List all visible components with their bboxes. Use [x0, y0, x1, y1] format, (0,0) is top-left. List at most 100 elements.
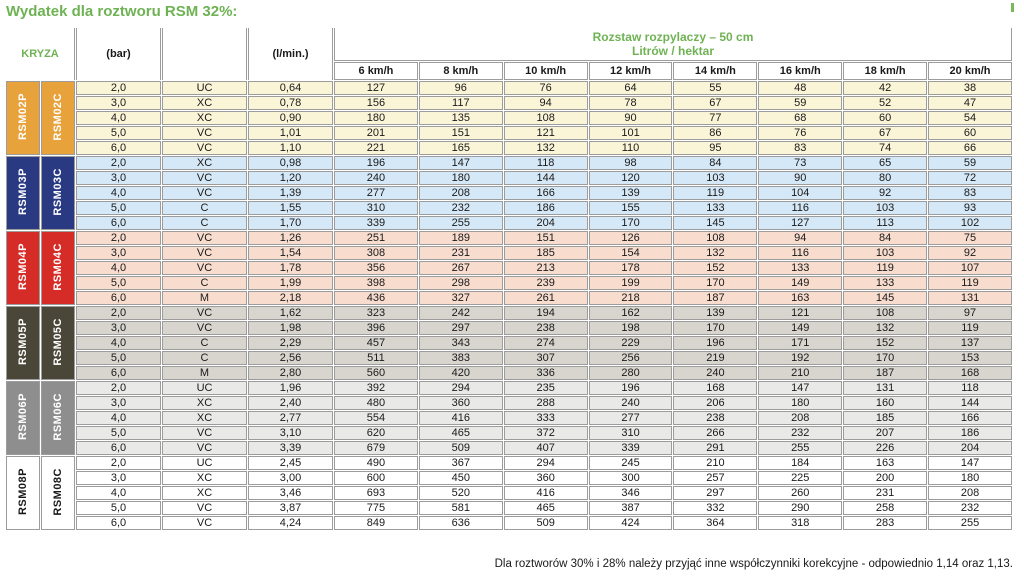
group-label-p: RSM02P [6, 81, 40, 155]
cell-value: 42 [843, 81, 928, 95]
group-label-p: RSM08P [6, 456, 40, 530]
cell-lmin: 3,10 [248, 426, 334, 440]
group-label-p: RSM06P [6, 381, 40, 455]
cell-lmin: 2,40 [248, 396, 334, 410]
cell-value: 261 [503, 291, 588, 305]
cell-nozzle-type: VC [162, 501, 248, 515]
cell-value: 318 [758, 516, 843, 530]
cell-value: 78 [588, 96, 673, 110]
cell-value: 47 [928, 96, 1012, 110]
table-row: RSM02P RSM02C 2,0 UC 0,64 127 96 76 64 55 48 42 38 [6, 81, 1012, 155]
cell-value: 108 [843, 306, 928, 320]
cell-lmin: 0,90 [248, 111, 334, 125]
cell-value: 55 [673, 81, 758, 95]
cell-value: 133 [843, 276, 928, 290]
table-row: 3,0 XC 3,00 600 450 360 300 257 225 200 180 [6, 471, 1012, 485]
cell-value: 77 [673, 111, 758, 125]
cell-value: 163 [758, 291, 843, 305]
cell-value: 153 [928, 351, 1012, 365]
cell-lmin: 2,45 [248, 456, 334, 470]
cell-value: 104 [758, 186, 843, 200]
table-row: 3,0 VC 1,98 396 297 238 198 170 149 132 119 [6, 321, 1012, 335]
table-row: 6,0 C 1,70 339 255 204 170 145 127 113 102 [6, 216, 1012, 230]
cell-value: 383 [418, 351, 503, 365]
table-row: 5,0 C 1,55 310 232 186 155 133 116 103 93 [6, 201, 1012, 215]
cell-value: 199 [588, 276, 673, 290]
table-row: 6,0 VC 3,39 679 509 407 339 291 255 226 204 [6, 441, 1012, 455]
cell-bar: 5,0 [76, 351, 162, 365]
cell-nozzle-type: VC [162, 186, 248, 200]
cell-value: 511 [334, 351, 418, 365]
cell-value: 424 [588, 516, 673, 530]
cell-bar: 2,0 [76, 456, 162, 470]
cell-lmin: 1,70 [248, 216, 334, 230]
cell-value: 372 [503, 426, 588, 440]
group-label-c: RSM08C [41, 456, 76, 530]
cell-value: 86 [673, 126, 758, 140]
cell-lmin: 1,96 [248, 381, 334, 395]
page-title: Wydatek dla roztworu RSM 32%: [6, 3, 238, 20]
cell-value: 196 [673, 336, 758, 350]
cell-value: 163 [843, 456, 928, 470]
table-row: 5,0 VC 3,87 775 581 465 387 332 290 258 232 [6, 501, 1012, 515]
cell-bar: 3,0 [76, 321, 162, 335]
cell-value: 336 [503, 366, 588, 380]
cell-value: 108 [673, 231, 758, 245]
cell-value: 218 [588, 291, 673, 305]
cell-bar: 6,0 [76, 141, 162, 155]
cell-value: 200 [843, 471, 928, 485]
cell-nozzle-type: XC [162, 96, 248, 110]
cell-value: 117 [418, 96, 503, 110]
cell-value: 160 [843, 396, 928, 410]
cell-value: 74 [843, 141, 928, 155]
cell-value: 118 [503, 156, 588, 170]
cell-lmin: 4,24 [248, 516, 334, 530]
cell-value: 149 [758, 276, 843, 290]
cell-value: 68 [758, 111, 843, 125]
cell-value: 387 [588, 501, 673, 515]
cell-value: 457 [334, 336, 418, 350]
cell-lmin: 1,10 [248, 141, 334, 155]
cell-value: 256 [588, 351, 673, 365]
cell-value: 194 [503, 306, 588, 320]
table-row: 6,0 M 2,18 436 327 261 218 187 163 145 131 [6, 291, 1012, 305]
cell-lmin: 1,55 [248, 201, 334, 215]
group-label-p: RSM03P [6, 156, 40, 230]
cell-value: 166 [928, 411, 1012, 425]
cell-bar: 6,0 [76, 516, 162, 530]
cell-value: 119 [843, 261, 928, 275]
speed-header: 6 km/h [334, 62, 418, 80]
cell-nozzle-type: VC [162, 126, 248, 140]
cell-value: 288 [503, 396, 588, 410]
cell-value: 76 [503, 81, 588, 95]
cell-value: 76 [758, 126, 843, 140]
cell-bar: 4,0 [76, 411, 162, 425]
cell-value: 180 [928, 471, 1012, 485]
cell-nozzle-type: C [162, 336, 248, 350]
cell-value: 196 [334, 156, 418, 170]
cell-value: 396 [334, 321, 418, 335]
cell-value: 620 [334, 426, 418, 440]
cell-value: 398 [334, 276, 418, 290]
cell-value: 84 [843, 231, 928, 245]
cell-lmin: 0,98 [248, 156, 334, 170]
cell-bar: 4,0 [76, 261, 162, 275]
cell-value: 131 [928, 291, 1012, 305]
cell-value: 59 [758, 96, 843, 110]
cell-value: 38 [928, 81, 1012, 95]
cell-value: 187 [673, 291, 758, 305]
cell-lmin: 2,56 [248, 351, 334, 365]
cell-bar: 4,0 [76, 186, 162, 200]
table-row: 5,0 C 1,99 398 298 239 199 170 149 133 119 [6, 276, 1012, 290]
cell-lmin: 3,46 [248, 486, 334, 500]
cell-value: 147 [758, 381, 843, 395]
cell-nozzle-type: VC [162, 231, 248, 245]
cell-nozzle-type: XC [162, 411, 248, 425]
cell-value: 166 [503, 186, 588, 200]
cell-value: 152 [673, 261, 758, 275]
table-row: 3,0 VC 1,20 240 180 144 120 103 90 80 72 [6, 171, 1012, 185]
table-row: 3,0 XC 0,78 156 117 94 78 67 59 52 47 [6, 96, 1012, 110]
cell-nozzle-type: XC [162, 471, 248, 485]
table-row: 4,0 VC 1,39 277 208 166 139 119 104 92 83 [6, 186, 1012, 200]
cell-lmin: 2,77 [248, 411, 334, 425]
